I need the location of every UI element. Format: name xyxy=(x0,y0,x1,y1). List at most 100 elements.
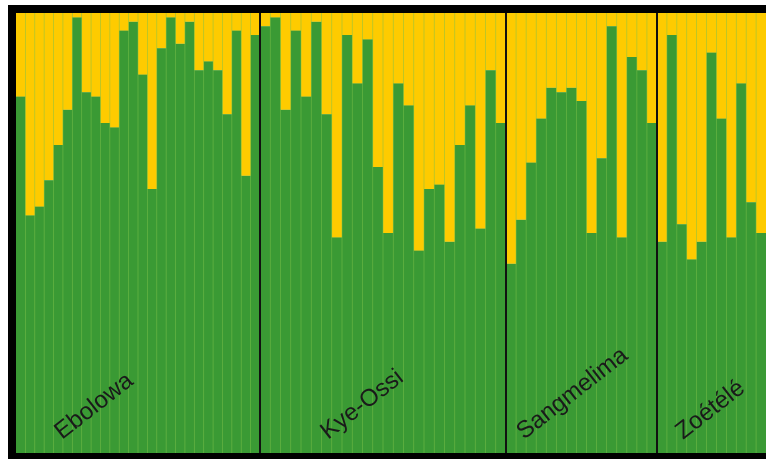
bar-3-6-cluster1 xyxy=(556,92,567,453)
bar-2-5-cluster2 xyxy=(301,13,312,97)
bar-4-2-cluster1 xyxy=(666,35,678,453)
bar-2-3-cluster2 xyxy=(280,13,292,110)
bar-1-23-cluster1 xyxy=(222,114,233,453)
bar-3-2-cluster2 xyxy=(516,13,527,220)
bar-1-9-cluster1 xyxy=(91,96,101,453)
bar-1-1-cluster1 xyxy=(16,96,26,453)
bar-3-4-cluster2 xyxy=(536,13,547,119)
bar-1-19-cluster1 xyxy=(184,21,195,454)
bar-4-7-cluster1 xyxy=(716,118,727,453)
bar-3-7-cluster1 xyxy=(566,87,577,454)
population-dividers xyxy=(259,13,658,453)
bar-3-14-cluster2 xyxy=(636,13,648,71)
bar-2-22-cluster1 xyxy=(475,228,486,453)
bar-2-8-cluster2 xyxy=(331,13,343,238)
bar-2-2-cluster2 xyxy=(270,13,281,18)
bar-1-13-cluster1 xyxy=(128,21,139,454)
bar-3-12-cluster2 xyxy=(616,13,628,238)
bar-3-12-cluster1 xyxy=(616,237,628,453)
bar-2-20-cluster2 xyxy=(454,13,466,145)
bar-1-3-cluster2 xyxy=(34,13,45,207)
bar-2-13-cluster1 xyxy=(383,233,394,453)
bar-2-16-cluster1 xyxy=(413,250,425,453)
bar-2-19-cluster1 xyxy=(444,241,456,453)
bar-4-6-cluster1 xyxy=(706,52,717,453)
bar-4-3-cluster1 xyxy=(676,224,688,453)
bar-2-22-cluster2 xyxy=(475,13,486,229)
bar-2-24-cluster2 xyxy=(495,13,507,123)
bars-layer xyxy=(16,13,766,454)
bar-2-9-cluster1 xyxy=(342,35,353,453)
bar-1-14-cluster1 xyxy=(138,74,148,453)
bar-4-5-cluster2 xyxy=(696,13,707,242)
bar-3-15-cluster1 xyxy=(646,123,658,453)
bar-2-1-cluster2 xyxy=(260,13,271,27)
bar-2-15-cluster2 xyxy=(403,13,415,106)
bar-2-17-cluster1 xyxy=(424,189,435,453)
bar-1-18-cluster1 xyxy=(175,43,186,454)
bar-3-1-cluster2 xyxy=(506,13,517,264)
bar-1-26-cluster2 xyxy=(250,13,261,35)
bar-4-1-cluster1 xyxy=(657,241,668,453)
bar-1-16-cluster1 xyxy=(156,48,167,453)
bar-2-12-cluster1 xyxy=(372,167,384,453)
bar-3-1-cluster1 xyxy=(506,263,517,453)
bar-4-4-cluster2 xyxy=(686,13,698,260)
bar-1-2-cluster2 xyxy=(25,13,36,216)
bar-2-14-cluster1 xyxy=(393,83,404,454)
bar-2-10-cluster2 xyxy=(352,13,363,84)
bar-3-4-cluster1 xyxy=(536,118,547,453)
bar-1-14-cluster2 xyxy=(138,13,148,75)
bar-1-19-cluster2 xyxy=(184,13,195,22)
bar-4-3-cluster2 xyxy=(676,13,688,225)
bar-2-2-cluster1 xyxy=(270,17,281,454)
bar-1-24-cluster2 xyxy=(231,13,242,31)
bar-1-21-cluster1 xyxy=(203,61,214,454)
bar-4-10-cluster1 xyxy=(746,202,757,453)
bar-4-7-cluster2 xyxy=(716,13,727,119)
bar-2-3-cluster1 xyxy=(280,109,292,454)
bar-2-9-cluster2 xyxy=(342,13,353,35)
bar-4-8-cluster1 xyxy=(726,237,737,453)
bar-2-11-cluster2 xyxy=(362,13,374,40)
bar-4-11-cluster2 xyxy=(756,13,766,233)
bar-2-21-cluster2 xyxy=(465,13,476,106)
bar-2-18-cluster2 xyxy=(434,13,445,185)
bar-2-15-cluster1 xyxy=(403,105,415,454)
bar-2-19-cluster2 xyxy=(444,13,456,242)
bar-2-10-cluster1 xyxy=(352,83,363,454)
bar-3-5-cluster2 xyxy=(546,13,557,88)
bar-1-10-cluster2 xyxy=(100,13,111,123)
bar-1-20-cluster1 xyxy=(194,70,205,453)
bar-1-17-cluster2 xyxy=(166,13,176,18)
bar-2-7-cluster2 xyxy=(321,13,333,115)
bar-2-20-cluster1 xyxy=(454,145,466,453)
bar-1-25-cluster1 xyxy=(241,175,252,454)
bar-2-24-cluster1 xyxy=(495,123,507,453)
bar-1-4-cluster2 xyxy=(44,13,54,181)
bar-2-5-cluster1 xyxy=(301,96,312,453)
bar-1-8-cluster2 xyxy=(81,13,92,93)
bar-3-10-cluster2 xyxy=(596,13,608,159)
bar-1-24-cluster1 xyxy=(231,30,242,453)
bar-4-4-cluster1 xyxy=(686,259,698,453)
bar-3-3-cluster1 xyxy=(526,162,537,453)
bar-1-11-cluster2 xyxy=(109,13,120,128)
bar-1-25-cluster2 xyxy=(241,13,252,176)
bar-4-5-cluster1 xyxy=(696,241,707,453)
bar-2-14-cluster2 xyxy=(393,13,404,84)
bar-1-21-cluster2 xyxy=(203,13,214,62)
bar-1-5-cluster2 xyxy=(53,13,64,145)
bar-2-7-cluster1 xyxy=(321,114,333,453)
bar-1-6-cluster2 xyxy=(62,13,73,110)
bar-3-2-cluster1 xyxy=(516,219,527,453)
bar-2-6-cluster1 xyxy=(311,21,322,454)
bar-3-6-cluster2 xyxy=(556,13,567,93)
bar-3-3-cluster2 xyxy=(526,13,537,163)
bar-3-11-cluster1 xyxy=(606,26,618,453)
bar-2-4-cluster1 xyxy=(290,30,302,453)
bar-3-15-cluster2 xyxy=(646,13,658,123)
bar-3-9-cluster2 xyxy=(586,13,597,233)
bar-2-6-cluster2 xyxy=(311,13,322,22)
